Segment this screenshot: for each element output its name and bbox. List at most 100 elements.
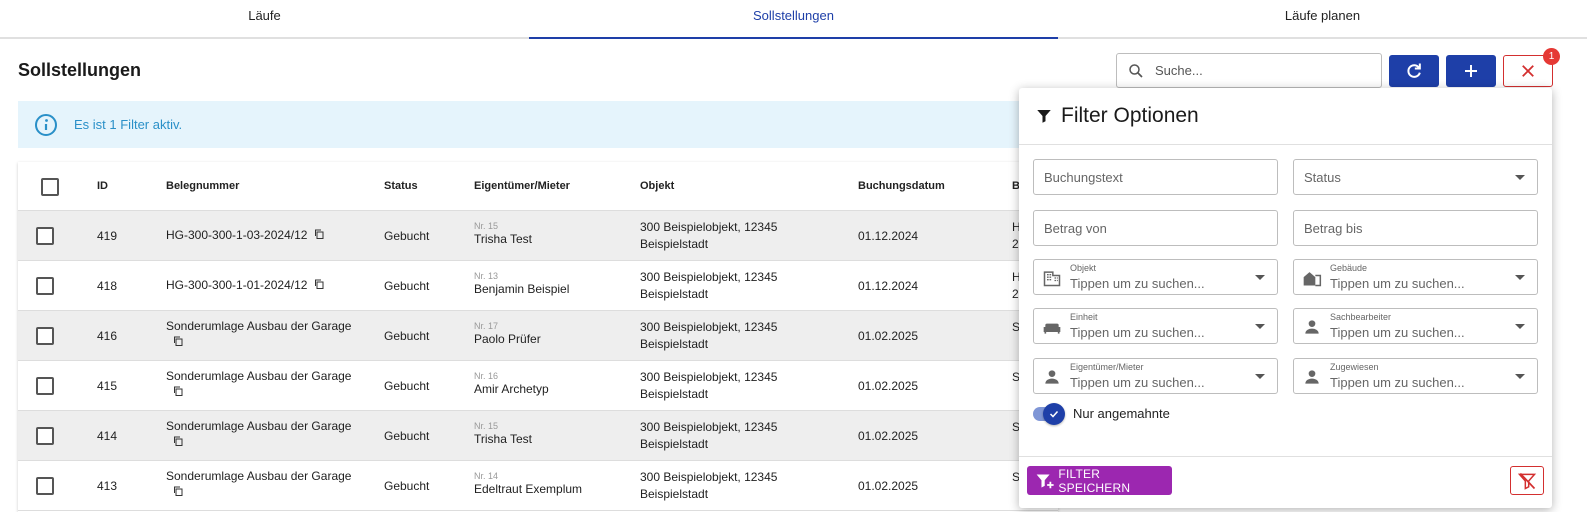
table-row[interactable]: 415 Sonderumlage Ausbau der Garage Gebucht…: [18, 361, 1058, 411]
nur-angemahnte-toggle-row: Nur angemahnte: [1033, 402, 1170, 425]
row-checkbox[interactable]: [36, 327, 54, 345]
toggle-label: Nur angemahnte: [1073, 406, 1170, 421]
cell-status: Gebucht: [384, 479, 430, 493]
cell-next: S: [1012, 419, 1020, 436]
row-checkbox[interactable]: [36, 477, 54, 495]
header-eigentuemer[interactable]: Eigentümer/Mieter: [474, 180, 570, 192]
filter-panel-title: Filter Optionen: [1061, 104, 1199, 127]
next-line1: S: [1012, 370, 1021, 384]
save-filter-label: FILTER SPEICHERN: [1058, 466, 1131, 495]
objekt-line1: 300 Beispielobjekt, 12345: [640, 470, 778, 484]
header-belegnummer[interactable]: Belegnummer: [166, 180, 240, 192]
cell-id: 418: [97, 279, 118, 293]
chevron-down-icon: [1515, 175, 1525, 180]
cell-objekt: 300 Beispielobjekt, 12345 Beispielstadt: [640, 319, 777, 353]
unit-number: Nr. 16: [474, 371, 499, 381]
header-status[interactable]: Status: [384, 180, 418, 192]
save-filter-button[interactable]: FILTER SPEICHERN: [1027, 466, 1172, 495]
toggle-thumb[interactable]: [1043, 402, 1065, 425]
copy-icon[interactable]: [172, 335, 184, 352]
status-select[interactable]: Status: [1293, 159, 1538, 195]
zugewiesen-placeholder: Tippen um zu suchen...: [1330, 375, 1465, 390]
gebaeude-placeholder: Tippen um zu suchen...: [1330, 276, 1465, 291]
table-row[interactable]: 413 Sonderumlage Ausbau der Garage Gebucht…: [18, 461, 1058, 511]
chevron-down-icon: [1515, 374, 1525, 379]
gebaeude-autocomplete[interactable]: Gebäude Tippen um zu suchen...: [1293, 259, 1538, 295]
eigentuemer-autocomplete[interactable]: Eigentümer/Mieter Tippen um zu suchen...: [1033, 358, 1278, 394]
tab-laeufe-planen[interactable]: Läufe planen: [1284, 8, 1361, 23]
sachbearbeiter-placeholder: Tippen um zu suchen...: [1330, 325, 1465, 340]
zugewiesen-autocomplete[interactable]: Zugewiesen Tippen um zu suchen...: [1293, 358, 1538, 394]
nur-angemahnte-toggle[interactable]: [1033, 402, 1065, 425]
zugewiesen-label: Zugewiesen: [1330, 362, 1379, 372]
cell-id: 415: [97, 379, 118, 393]
buchungstext-placeholder: Buchungstext: [1044, 169, 1123, 185]
row-checkbox[interactable]: [36, 377, 54, 395]
row-checkbox[interactable]: [36, 427, 54, 445]
cell-belegnummer: HG-300-300-1-01-2024/12: [166, 278, 325, 293]
refresh-button[interactable]: [1389, 55, 1439, 87]
table-row[interactable]: 414 Sonderumlage Ausbau der Garage Gebucht…: [18, 411, 1058, 461]
clear-filter-button[interactable]: [1510, 466, 1544, 495]
close-filter-button[interactable]: 1: [1503, 48, 1560, 87]
filter-count-badge: 1: [1543, 48, 1560, 65]
copy-icon[interactable]: [172, 435, 184, 452]
cell-eigentuemer: Nr. 15 Trisha Test: [474, 220, 532, 246]
cell-eigentuemer: Nr. 14 Edeltraut Exemplum: [474, 470, 582, 496]
info-banner: Es ist 1 Filter aktiv.: [18, 101, 1058, 148]
plus-icon: [1465, 65, 1477, 77]
buchungstext-field[interactable]: Buchungstext: [1033, 159, 1278, 195]
unit-number: Nr. 14: [474, 471, 499, 481]
sachbearbeiter-autocomplete[interactable]: Sachbearbeiter Tippen um zu suchen...: [1293, 308, 1538, 344]
copy-icon[interactable]: [313, 278, 325, 293]
next-line1: H: [1012, 270, 1021, 284]
einheit-autocomplete[interactable]: Einheit Tippen um zu suchen...: [1033, 308, 1278, 344]
table-row[interactable]: 418 HG-300-300-1-01-2024/12 Gebucht Nr. 13 B…: [18, 261, 1058, 311]
chevron-down-icon: [1515, 324, 1525, 329]
cell-next: S: [1012, 319, 1020, 336]
person-icon: [1305, 320, 1319, 334]
next-line1: S: [1012, 420, 1021, 434]
objekt-label: Objekt: [1070, 263, 1097, 273]
cell-eigentuemer: Nr. 13 Benjamin Beispiel: [474, 270, 569, 296]
row-checkbox[interactable]: [36, 227, 54, 245]
copy-icon[interactable]: [313, 228, 325, 243]
cell-belegnummer: Sonderumlage Ausbau der Garage: [166, 468, 351, 502]
cell-next: S: [1012, 469, 1020, 486]
cell-eigentuemer: Nr. 17 Paolo Prüfer: [474, 320, 541, 346]
search-icon: [1129, 63, 1143, 78]
objekt-line2: Beispielstadt: [640, 487, 709, 501]
cell-buchungsdatum: 01.12.2024: [858, 279, 919, 293]
table-row[interactable]: 419 HG-300-300-1-03-2024/12 Gebucht Nr. 15 T…: [18, 211, 1058, 261]
betrag-bis-field[interactable]: Betrag bis: [1293, 210, 1538, 246]
gebaeude-label: Gebäude: [1330, 263, 1368, 273]
betrag-von-field[interactable]: Betrag von: [1033, 210, 1278, 246]
cell-buchungsdatum: 01.02.2025: [858, 329, 919, 343]
owner-name: Trisha Test: [474, 232, 533, 246]
select-all-checkbox[interactable]: [41, 178, 59, 196]
cell-id: 414: [97, 429, 118, 443]
chevron-down-icon: [1255, 374, 1265, 379]
header-next[interactable]: B: [1012, 180, 1020, 192]
objekt-autocomplete[interactable]: Objekt Tippen um zu suchen...: [1033, 259, 1278, 295]
check-icon: [1049, 410, 1059, 418]
unit-number: Nr. 13: [474, 271, 499, 281]
table-body: 419 HG-300-300-1-03-2024/12 Gebucht Nr. 15 T…: [18, 211, 1058, 511]
table-row[interactable]: 416 Sonderumlage Ausbau der Garage Gebucht…: [18, 311, 1058, 361]
row-checkbox[interactable]: [36, 277, 54, 295]
einheit-placeholder: Tippen um zu suchen...: [1070, 325, 1205, 340]
header-objekt[interactable]: Objekt: [640, 180, 675, 192]
header-id[interactable]: ID: [97, 180, 108, 192]
cell-objekt: 300 Beispielobjekt, 12345 Beispielstadt: [640, 369, 777, 403]
copy-icon[interactable]: [172, 385, 184, 402]
add-button[interactable]: [1446, 55, 1496, 87]
search-input[interactable]: [1153, 62, 1373, 79]
copy-icon[interactable]: [172, 485, 184, 502]
header-buchungsdatum[interactable]: Buchungsdatum: [858, 180, 945, 192]
cell-objekt: 300 Beispielobjekt, 12345 Beispielstadt: [640, 469, 777, 503]
tab-sollstellungen[interactable]: Sollstellungen: [529, 0, 1058, 39]
owner-name: Amir Archetyp: [474, 382, 549, 396]
search-field[interactable]: [1116, 53, 1382, 88]
tab-laeufe[interactable]: Läufe: [248, 8, 281, 23]
